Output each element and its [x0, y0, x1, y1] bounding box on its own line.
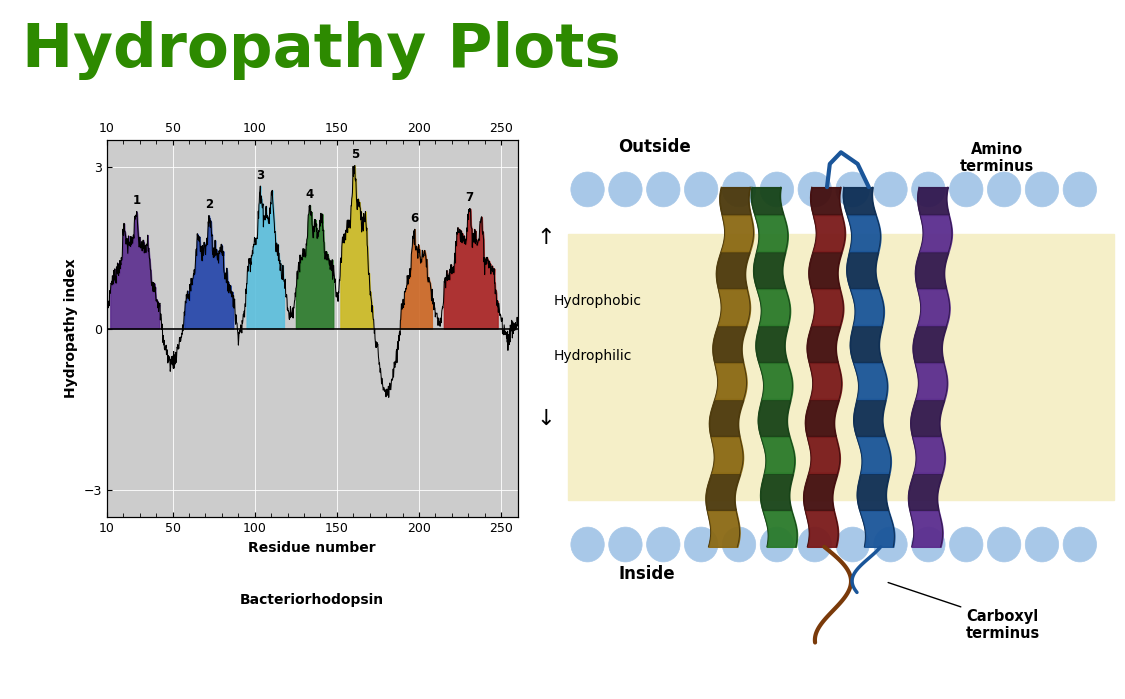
Text: 4: 4	[306, 188, 314, 201]
Circle shape	[836, 527, 870, 562]
Circle shape	[760, 527, 793, 562]
Text: 2: 2	[205, 199, 213, 211]
Circle shape	[609, 172, 642, 207]
Circle shape	[722, 172, 756, 207]
Circle shape	[647, 527, 680, 562]
Text: ↑: ↑	[537, 228, 555, 247]
Circle shape	[1063, 172, 1097, 207]
Circle shape	[836, 172, 870, 207]
Circle shape	[1025, 172, 1059, 207]
Circle shape	[798, 172, 831, 207]
Text: Hydrophilic: Hydrophilic	[554, 350, 632, 363]
Text: Hydropathy Plots: Hydropathy Plots	[22, 21, 621, 80]
Text: ↓: ↓	[537, 410, 555, 429]
Circle shape	[950, 172, 983, 207]
Text: 3: 3	[256, 168, 264, 182]
Text: Inside: Inside	[619, 565, 675, 583]
Circle shape	[760, 172, 793, 207]
Circle shape	[647, 172, 680, 207]
Text: Carboxyl
terminus: Carboxyl terminus	[965, 609, 1040, 642]
Circle shape	[684, 172, 718, 207]
Circle shape	[911, 172, 945, 207]
Circle shape	[609, 527, 642, 562]
Text: 6: 6	[411, 212, 418, 225]
Text: Amino
terminus: Amino terminus	[960, 142, 1034, 174]
Circle shape	[874, 527, 907, 562]
Circle shape	[911, 527, 945, 562]
Circle shape	[950, 527, 983, 562]
Y-axis label: Hydropathy index: Hydropathy index	[64, 259, 78, 398]
Circle shape	[1025, 527, 1059, 562]
Circle shape	[722, 527, 756, 562]
Circle shape	[874, 172, 907, 207]
Text: Hydrophobic: Hydrophobic	[554, 294, 641, 308]
Circle shape	[988, 172, 1020, 207]
Text: Bacteriorhodopsin: Bacteriorhodopsin	[240, 593, 385, 607]
Circle shape	[570, 527, 604, 562]
X-axis label: Residue number: Residue number	[249, 541, 376, 555]
Circle shape	[684, 527, 718, 562]
Circle shape	[798, 527, 831, 562]
Bar	[568, 233, 1114, 500]
Circle shape	[988, 527, 1020, 562]
Circle shape	[1063, 527, 1097, 562]
Text: 7: 7	[466, 192, 474, 204]
Text: 1: 1	[133, 194, 141, 207]
Text: Outside: Outside	[619, 138, 691, 157]
Text: 5: 5	[351, 148, 359, 161]
Circle shape	[570, 172, 604, 207]
